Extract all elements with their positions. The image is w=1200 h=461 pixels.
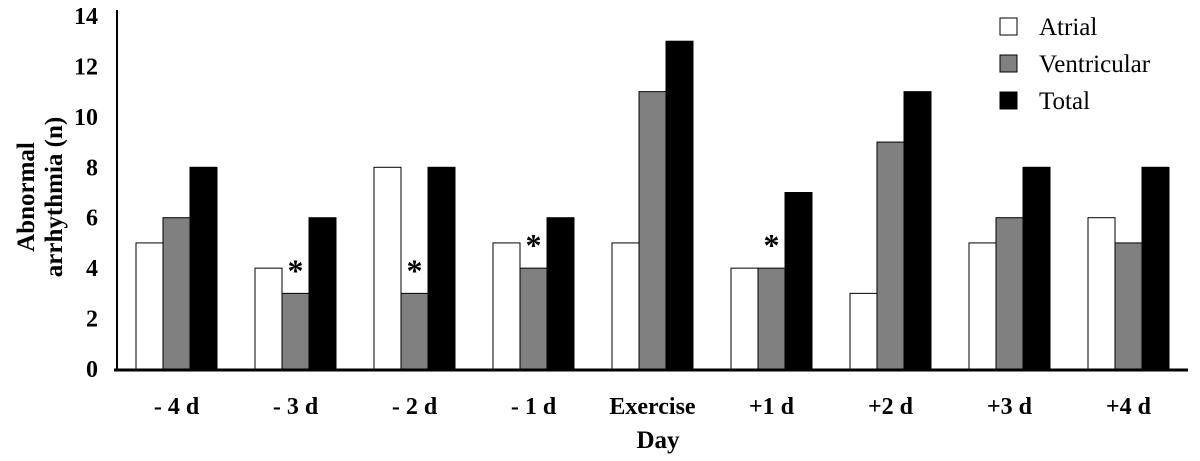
x-axis-title: Day: [636, 427, 680, 454]
y-tick-label: 12: [74, 54, 98, 80]
y-tick-label: 8: [86, 155, 98, 181]
significance-asterisk: *: [407, 252, 423, 288]
legend-label-atrial: Atrial: [1039, 14, 1097, 41]
x-category-label: - 2 d: [392, 394, 438, 420]
y-tick-label: 14: [74, 4, 98, 30]
legend-swatch-ventricular: [999, 54, 1018, 73]
bar-total-1: [308, 217, 337, 370]
y-axis-ticks: 0 2 4 6 8 10 12 14: [74, 4, 98, 383]
x-category-label: - 4 d: [154, 394, 200, 420]
legend-label-ventricular: Ventricular: [1039, 51, 1151, 78]
bar-ventricular-5: [757, 267, 786, 370]
bar-atrial-5: [730, 267, 759, 370]
x-category-label: Exercise: [609, 394, 696, 420]
x-category-label: - 1 d: [511, 394, 557, 420]
bar-total-7: [1022, 166, 1051, 370]
bar-ventricular-8: [1114, 242, 1143, 370]
bar-total-5: [784, 192, 813, 370]
bar-atrial-0: [135, 242, 164, 370]
significance-asterisk: *: [764, 227, 780, 263]
x-category-label: - 3 d: [273, 394, 319, 420]
bar-ventricular-6: [876, 141, 905, 370]
y-tick-label: 0: [86, 357, 98, 383]
bar-ventricular-2: [400, 292, 429, 370]
bar-atrial-8: [1087, 217, 1116, 370]
bar-ventricular-4: [638, 91, 667, 370]
y-axis-title: Abnormal arrhythmia (n): [13, 117, 68, 277]
legend-swatch-total: [999, 91, 1018, 110]
bar-ventricular-1: [281, 292, 310, 370]
bar-atrial-6: [849, 292, 878, 370]
bar-atrial-7: [968, 242, 997, 370]
legend-swatch-atrial: [999, 17, 1018, 36]
bar-total-2: [427, 166, 456, 370]
y-tick-label: 2: [86, 307, 98, 333]
bar-total-6: [903, 91, 932, 370]
significance-asterisk: *: [526, 227, 542, 263]
x-category-label: +1 d: [749, 394, 795, 420]
bar-atrial-2: [373, 166, 402, 370]
bar-total-8: [1141, 166, 1170, 370]
bars-group: [135, 40, 1170, 370]
bar-atrial-1: [254, 267, 283, 370]
bar-ventricular-3: [519, 267, 548, 370]
bar-total-3: [546, 217, 575, 370]
bar-ventricular-0: [162, 217, 191, 370]
y-axis-title-line-2: arrhythmia (n): [41, 117, 68, 277]
legend: Atrial Ventricular Total: [999, 14, 1151, 115]
x-category-label: +3 d: [987, 394, 1033, 420]
y-tick-label: 4: [86, 256, 98, 282]
x-axis-categories: - 4 d - 3 d - 2 d - 1 d Exercise +1 d +2 d +3 d…: [154, 394, 1152, 420]
bar-total-0: [189, 166, 218, 370]
annotations-group: * * * *: [288, 227, 780, 288]
y-tick-label: 6: [86, 206, 98, 232]
y-axis-title-line-1: Abnormal: [13, 142, 40, 252]
significance-asterisk: *: [288, 252, 304, 288]
bar-total-4: [665, 40, 694, 370]
x-category-label: +4 d: [1106, 394, 1152, 420]
y-tick-label: 10: [74, 105, 98, 131]
bar-ventricular-7: [995, 217, 1024, 370]
bar-atrial-4: [611, 242, 640, 370]
bar-atrial-3: [492, 242, 521, 370]
legend-label-total: Total: [1039, 88, 1090, 115]
x-category-label: +2 d: [868, 394, 914, 420]
